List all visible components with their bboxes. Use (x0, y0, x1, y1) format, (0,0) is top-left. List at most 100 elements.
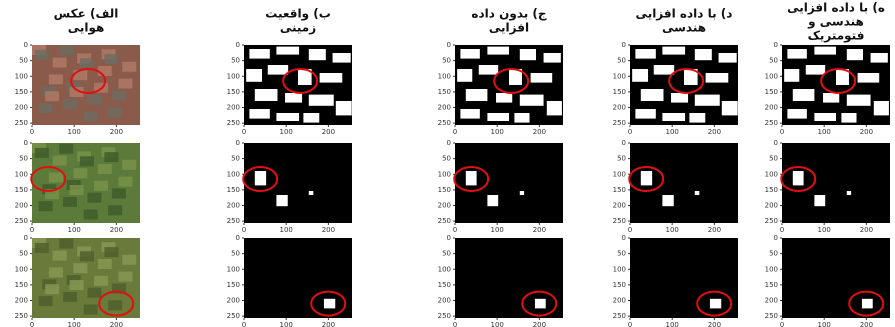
building-mask (309, 95, 334, 106)
panel: 0501001502002500100200 (227, 41, 352, 136)
y-tick-label: 250 (438, 119, 451, 127)
building-mask (858, 73, 880, 83)
building-mask (862, 299, 873, 309)
photo-texture (87, 288, 101, 298)
x-tick-label: 200 (110, 321, 123, 327)
x-tick-label: 0 (453, 128, 457, 136)
building-mask (309, 49, 326, 60)
building-mask (689, 113, 705, 123)
y-tick-label: 100 (438, 265, 451, 273)
y-tick-label: 100 (438, 72, 451, 80)
y-tick-label: 150 (15, 88, 28, 96)
y-tick-label: 150 (15, 186, 28, 194)
x-tick-label: 0 (30, 226, 34, 234)
y-tick-label: 250 (765, 119, 778, 127)
x-tick-label: 100 (68, 321, 81, 327)
y-tick-label: 100 (613, 265, 626, 273)
x-tick-label: 0 (242, 226, 246, 234)
y-tick-label: 100 (613, 72, 626, 80)
x-tick-label: 200 (110, 128, 123, 136)
building-mask (710, 299, 721, 309)
y-tick-label: 0 (236, 234, 240, 242)
y-tick-label: 250 (765, 217, 778, 225)
y-tick-label: 200 (227, 297, 240, 305)
photo-texture (70, 280, 84, 290)
building-mask (460, 49, 479, 59)
x-tick-label: 0 (780, 226, 784, 234)
building-mask (847, 49, 863, 60)
y-tick-label: 250 (227, 119, 240, 127)
panel: 0501001502002500100200 (438, 234, 563, 327)
building-mask (276, 195, 287, 206)
building-mask (814, 113, 836, 121)
x-tick-label: 100 (818, 128, 831, 136)
column-title: هندسی و (807, 15, 864, 30)
panel: 0501001502002500100200 (15, 139, 140, 234)
x-tick-label: 200 (322, 128, 335, 136)
x-tick-label: 100 (68, 226, 81, 234)
y-tick-label: 50 (19, 57, 28, 65)
photo-texture (49, 74, 63, 84)
y-tick-label: 250 (15, 312, 28, 320)
y-tick-label: 150 (438, 186, 451, 194)
building-mask (249, 109, 269, 119)
photo-texture (112, 189, 126, 199)
y-tick-label: 250 (15, 217, 28, 225)
x-tick-label: 200 (860, 226, 873, 234)
building-mask (695, 191, 700, 195)
building-mask (336, 101, 352, 115)
building-mask (276, 47, 299, 55)
x-tick-label: 0 (242, 321, 246, 327)
y-tick-label: 100 (613, 170, 626, 178)
y-tick-label: 50 (617, 57, 626, 65)
photo-texture (59, 144, 73, 154)
y-tick-label: 150 (227, 88, 240, 96)
y-tick-label: 50 (231, 155, 240, 163)
photo-texture (94, 181, 108, 191)
building-mask (787, 49, 806, 59)
x-tick-label: 100 (666, 321, 679, 327)
y-tick-label: 200 (438, 297, 451, 305)
y-tick-label: 0 (447, 234, 451, 242)
building-mask (520, 49, 536, 60)
x-tick-label: 0 (628, 128, 632, 136)
building-mask (841, 113, 856, 123)
y-tick-label: 0 (774, 234, 778, 242)
building-mask (641, 171, 652, 185)
photo-texture (39, 296, 53, 306)
building-mask (823, 93, 839, 103)
building-mask (457, 69, 472, 82)
y-tick-label: 250 (15, 119, 28, 127)
y-tick-label: 0 (622, 139, 626, 147)
x-tick-label: 100 (666, 226, 679, 234)
building-mask (535, 299, 546, 309)
photo-texture (118, 177, 132, 187)
building-mask (722, 101, 738, 115)
photo-texture (63, 99, 77, 109)
building-mask (814, 47, 836, 55)
mask-background (782, 238, 890, 318)
building-mask (320, 73, 343, 83)
y-tick-label: 0 (774, 41, 778, 49)
y-tick-label: 100 (438, 170, 451, 178)
y-tick-label: 100 (15, 170, 28, 178)
y-tick-label: 100 (765, 170, 778, 178)
building-mask (487, 113, 509, 121)
y-tick-label: 150 (438, 88, 451, 96)
photo-texture (35, 148, 49, 158)
x-tick-label: 0 (780, 321, 784, 327)
photo-texture (53, 251, 67, 261)
photo-texture (80, 58, 94, 68)
photo-texture (122, 255, 136, 265)
photo-texture (39, 201, 53, 211)
photo-texture (108, 205, 122, 215)
building-mask (814, 195, 825, 206)
y-tick-label: 200 (227, 104, 240, 112)
y-tick-label: 150 (765, 281, 778, 289)
y-tick-label: 200 (15, 104, 28, 112)
x-tick-label: 0 (453, 321, 457, 327)
